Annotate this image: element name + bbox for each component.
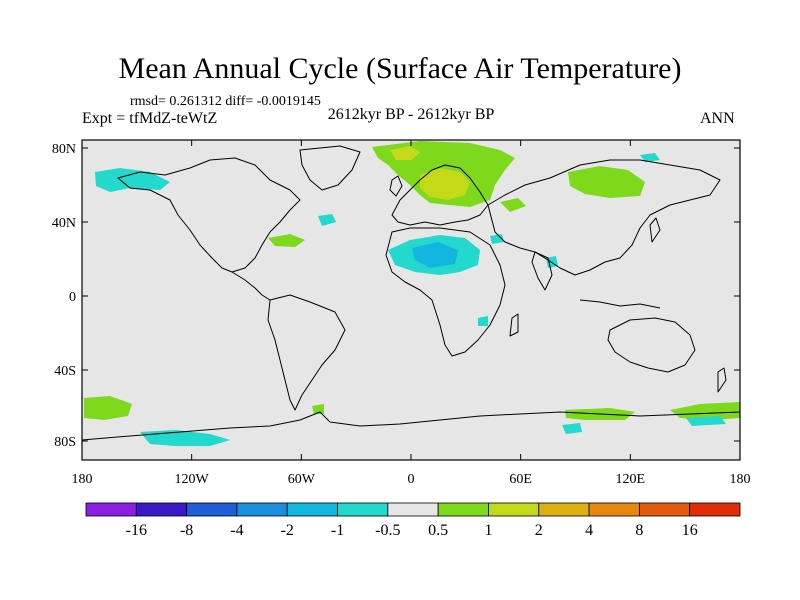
coast-madagascar — [509, 313, 519, 337]
colorbar-label: 16 — [682, 522, 698, 539]
coast-north-america — [117, 157, 301, 273]
coast-japan — [649, 217, 661, 243]
lon-label: 180 — [730, 472, 751, 487]
region-atlantic-south-warm — [312, 404, 324, 414]
colorbar-label: 0.5 — [428, 522, 448, 539]
chart-title: Mean Annual Cycle (Surface Air Temperatu… — [118, 52, 682, 85]
axis-ticks — [81, 140, 741, 460]
colorbar-label: -1 — [331, 522, 344, 539]
colorbar-box — [689, 502, 741, 517]
lon-label: 0 — [408, 472, 415, 487]
colorbar-label: 4 — [585, 522, 593, 539]
region-arctic-cool — [640, 153, 660, 162]
region-southern-ocean-east — [686, 416, 726, 426]
lon-label: 60E — [509, 472, 532, 487]
colorbar-label: 2 — [535, 522, 543, 539]
region-antarctica-pacific — [84, 396, 132, 420]
coast-asia — [487, 159, 721, 276]
coast-south-america — [267, 294, 346, 411]
colorbar-label: 1 — [484, 522, 492, 539]
coast-antarctica — [81, 411, 741, 441]
lat-label: 80N — [52, 142, 76, 157]
colorbar-box — [186, 502, 238, 517]
colorbar-label: -2 — [281, 522, 294, 539]
region-antarctica-east — [670, 402, 740, 420]
region-atlantic-cool — [318, 214, 336, 226]
colorbar-box — [588, 502, 640, 517]
lon-label: 60W — [288, 472, 316, 487]
axis-labels: 80N 40N 0 40S 80S 180 120W 60W 0 60E 120E 180 — [52, 142, 751, 487]
colorbar-box — [538, 502, 590, 517]
region-north-atlantic-warm — [268, 234, 305, 247]
colorbar-label: -0.5 — [375, 522, 400, 539]
colorbar-label: -16 — [126, 522, 147, 539]
colorbar-box — [85, 502, 137, 517]
region-arctic-core — [390, 146, 420, 160]
region-southern-ocean-pacific — [140, 430, 230, 446]
coast-central-america — [231, 271, 271, 301]
lat-label: 40S — [54, 364, 76, 379]
colorbar-box — [638, 502, 691, 517]
coast-new-zealand — [717, 367, 727, 393]
coast-indonesia — [579, 299, 661, 309]
colorbar-box — [286, 502, 338, 517]
region-siberia — [568, 166, 645, 198]
period-label: 2612kyr BP - 2612kyr BP — [327, 106, 495, 123]
region-northern-europe-core — [420, 168, 470, 200]
coastline-layer — [81, 145, 741, 441]
colorbar-label: -4 — [230, 522, 243, 539]
coast-australia — [607, 317, 696, 373]
region-africa-cool — [478, 316, 488, 326]
region-southern-ocean-indian — [562, 423, 582, 434]
colorbar-label: 8 — [635, 522, 643, 539]
colorbar-box — [387, 502, 439, 517]
stats-line: rmsd= 0.261312 diff= -0.0019145 — [130, 94, 321, 109]
lon-label: 180 — [72, 472, 93, 487]
colorbar-box — [337, 502, 389, 517]
experiment-label: Expt = tfMdZ-teWtZ — [82, 110, 218, 127]
lat-label: 40N — [52, 216, 76, 231]
coast-india — [531, 251, 553, 291]
season-label: ANN — [700, 110, 735, 127]
colorbar-box — [437, 502, 489, 517]
region-arabia-cool — [490, 234, 504, 244]
colorbar-box — [135, 502, 188, 517]
lon-label: 120E — [616, 472, 646, 487]
colorbar-boxes — [85, 502, 741, 517]
region-sahara-core — [412, 242, 458, 268]
colorbar-labels: -16 -8 -4 -2 -1 -0.5 0.5 1 2 4 8 16 — [126, 522, 698, 539]
lat-label: 80S — [54, 435, 76, 450]
lat-label: 0 — [69, 290, 76, 305]
colorbar-box — [236, 502, 288, 517]
colorbar-box — [488, 502, 540, 517]
coast-greenland — [299, 145, 361, 191]
coast-africa — [385, 227, 506, 357]
lon-label: 120W — [175, 472, 210, 487]
coast-europe — [391, 164, 489, 226]
region-north-pacific-warm — [500, 198, 526, 212]
region-alaska — [95, 168, 170, 192]
colorbar-label: -8 — [180, 522, 193, 539]
coast-uk — [389, 175, 403, 197]
